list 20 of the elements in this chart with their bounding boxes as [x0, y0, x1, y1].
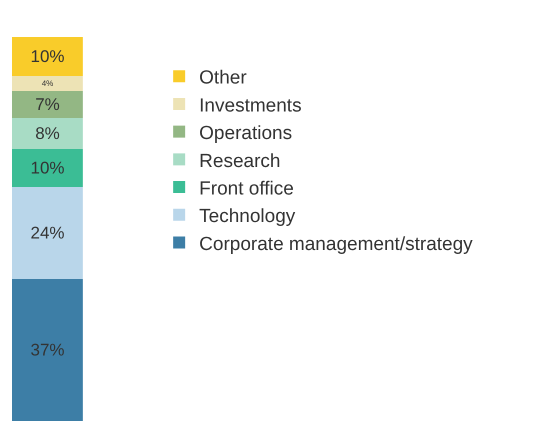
- legend-label: Front office: [199, 178, 294, 200]
- bar: [12, 37, 83, 76]
- legend-label: Research: [199, 150, 280, 172]
- legend-label: Investments: [199, 95, 302, 116]
- data-label: 4%: [42, 79, 54, 88]
- bar: [12, 91, 83, 118]
- legend-label: Other: [199, 68, 248, 89]
- legend-label: Technology: [199, 206, 296, 228]
- data-label: 10%: [30, 47, 65, 66]
- data-label: 8%: [35, 124, 60, 143]
- legend-label: Corporate management/strategy: [199, 234, 474, 255]
- bar: [12, 187, 83, 279]
- data-label: 7%: [35, 95, 60, 114]
- data-label: 24%: [30, 224, 65, 242]
- bar: [12, 118, 83, 149]
- bar: [12, 76, 83, 91]
- data-label: 37%: [30, 340, 65, 360]
- data-label: 10%: [30, 158, 65, 178]
- legend-label: Operations: [199, 123, 292, 144]
- bar: [12, 149, 83, 187]
